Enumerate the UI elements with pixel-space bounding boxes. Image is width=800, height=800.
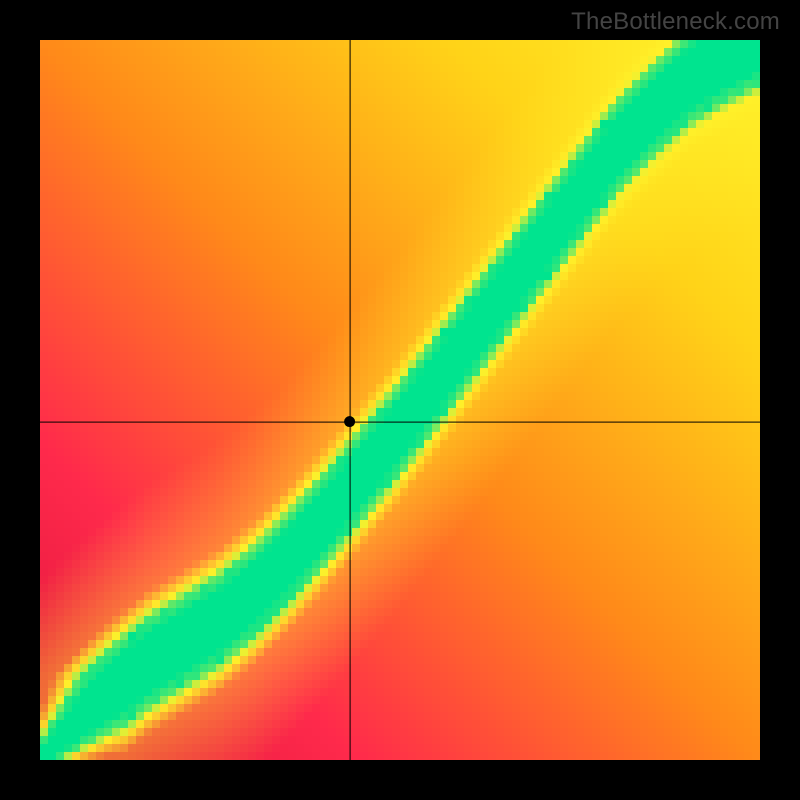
watermark: TheBottleneck.com	[571, 8, 780, 36]
bottleneck-heatmap	[40, 40, 760, 760]
